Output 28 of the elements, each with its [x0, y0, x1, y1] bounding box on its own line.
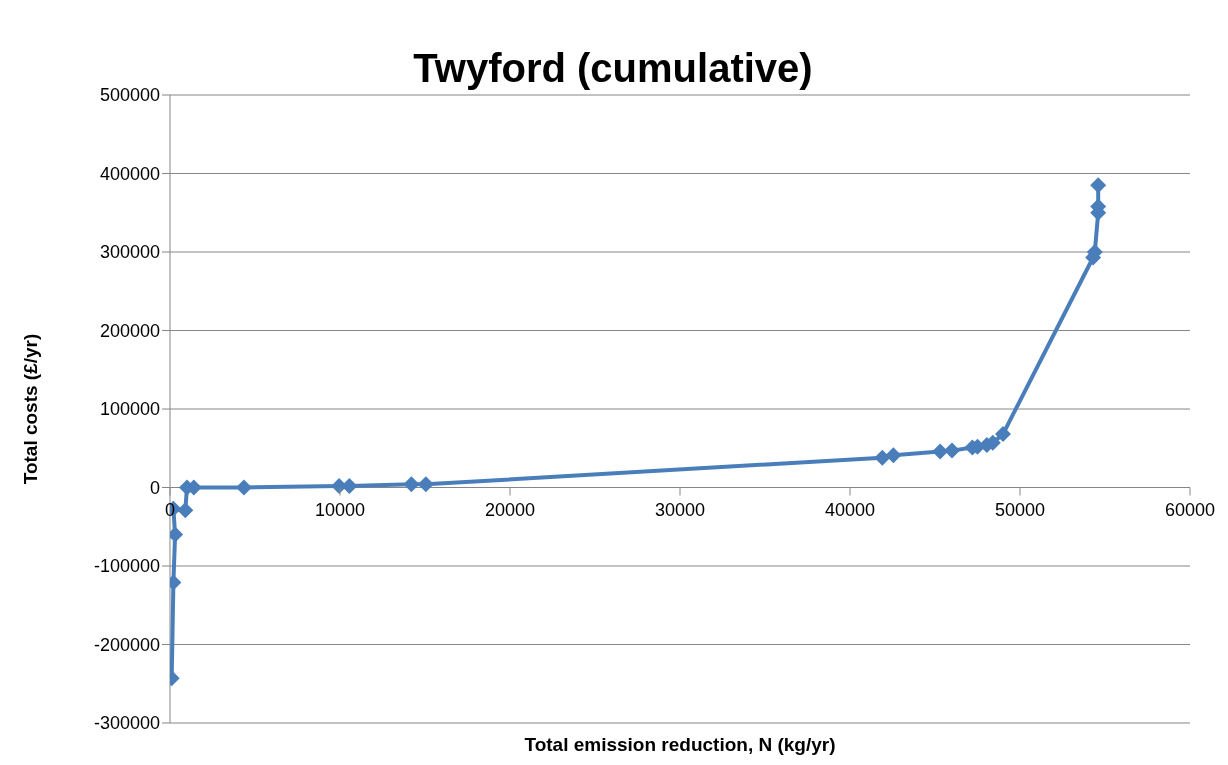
x-tick-label: 30000 [654, 499, 706, 520]
y-axis-title: Total costs (£/yr) [19, 333, 41, 485]
y-tick-label: 0 [149, 477, 160, 498]
x-axis-title: Total emission reduction, N (kg/yr) [524, 734, 836, 755]
point [235, 479, 252, 496]
point [995, 426, 1011, 443]
y-tick-label: -200000 [93, 634, 160, 655]
y-tick-label: 400000 [99, 163, 160, 184]
x-tick-label: 50000 [994, 499, 1046, 520]
y-tick-label: 300000 [99, 242, 160, 263]
point [177, 502, 194, 519]
y-tick-label: 500000 [99, 85, 160, 106]
x-tick-label: 40000 [824, 499, 876, 520]
x-tick-label: 20000 [484, 499, 536, 520]
point [417, 476, 434, 493]
x-tick-label: 10000 [314, 499, 366, 520]
point [403, 476, 420, 493]
point [932, 443, 949, 460]
y-tick-label: 200000 [99, 320, 160, 341]
y-tick-label: -300000 [93, 713, 160, 734]
y-tick-label: 100000 [99, 399, 160, 420]
point [1090, 177, 1107, 194]
point [874, 449, 891, 466]
point [944, 442, 960, 459]
point [885, 447, 902, 464]
x-tick-label: 60000 [1164, 499, 1216, 520]
y-tick-label: -100000 [93, 556, 160, 577]
chart-title: Twyford (cumulative) [413, 46, 813, 90]
